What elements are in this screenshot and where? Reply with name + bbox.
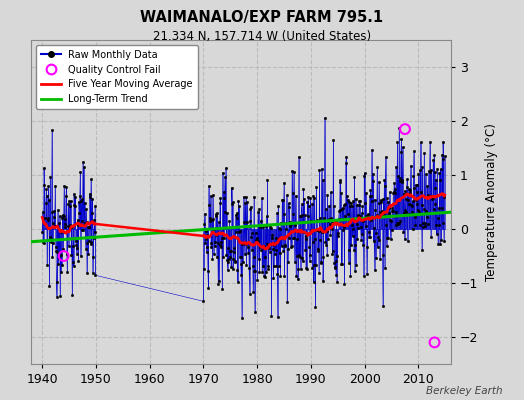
Point: [401, 126, 409, 132]
Y-axis label: Temperature Anomaly (°C): Temperature Anomaly (°C): [485, 123, 498, 281]
Point: [430, 339, 439, 346]
Text: Berkeley Earth: Berkeley Earth: [427, 386, 503, 396]
Text: 21.334 N, 157.714 W (United States): 21.334 N, 157.714 W (United States): [153, 30, 371, 43]
Point: [60, 253, 68, 259]
Legend: Raw Monthly Data, Quality Control Fail, Five Year Moving Average, Long-Term Tren: Raw Monthly Data, Quality Control Fail, …: [36, 45, 198, 109]
Text: WAIMANALO/EXP FARM 795.1: WAIMANALO/EXP FARM 795.1: [140, 10, 384, 25]
